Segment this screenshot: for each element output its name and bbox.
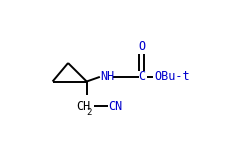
Text: 2: 2 xyxy=(87,108,92,117)
Text: O: O xyxy=(138,40,145,53)
Text: OBu-t: OBu-t xyxy=(154,70,190,83)
Text: CN: CN xyxy=(108,100,123,113)
Text: C: C xyxy=(138,70,145,83)
Text: CH: CH xyxy=(76,100,90,113)
Text: NH: NH xyxy=(101,70,115,83)
